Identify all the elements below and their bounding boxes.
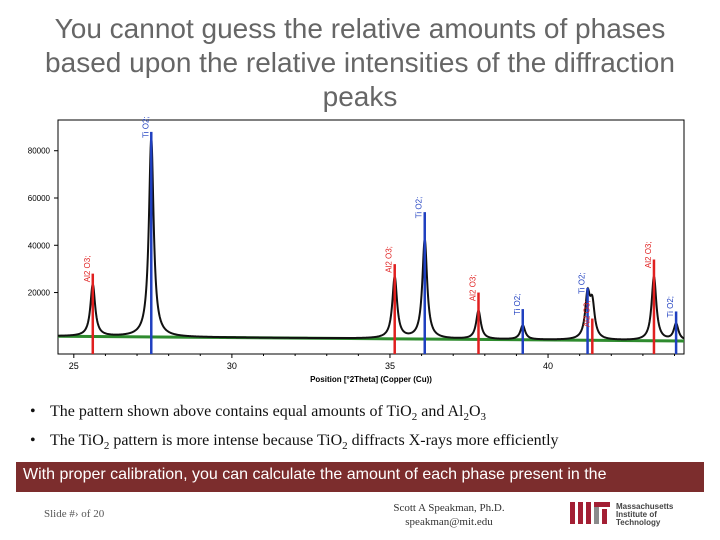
marker-label-tio2-5: Ti O2;: [513, 294, 522, 315]
title-line-1: You cannot guess the relative amounts of…: [54, 13, 666, 44]
marker-label-tio2-1: Ti O2;: [141, 116, 150, 137]
bullet-1-text-c: and Al: [417, 403, 464, 420]
calibration-banner: With proper calibration, you can calcula…: [16, 462, 704, 492]
banner-text: With proper calibration, you can calcula…: [23, 466, 607, 483]
bullet-2-text-d: O: [330, 432, 343, 450]
marker-label-al2o3-0: Al2 O3;: [83, 256, 92, 283]
plot-frame: [57, 119, 685, 355]
author-name: Scott A Speakman, Ph.D.: [393, 502, 505, 514]
bullet-item-2: • The TiO2 pattern is more intense becau…: [30, 429, 710, 458]
marker-label-tio2-3: Ti O2;: [415, 197, 424, 218]
y-tick-label: 80000: [28, 147, 51, 156]
marker-label-tio2-9: Ti O2;: [666, 296, 675, 317]
bullet-2-text-a: The Ti: [50, 432, 93, 450]
marker-label-al2o3-4: Al2 O3;: [468, 274, 477, 301]
bullet-1-text-d: O: [468, 403, 481, 420]
y-tick-label: 20000: [28, 289, 51, 298]
diffraction-pattern-chart: 20000 40000 60000 80000 25 30 35 40 Position [°2…: [28, 116, 685, 384]
y-tick-label: 60000: [28, 194, 51, 203]
x-tick-label: 40: [543, 361, 553, 371]
author-email: speakman@mit.edu: [405, 516, 493, 528]
title-line-2: based upon the relative intensities of t…: [45, 47, 675, 78]
marker-label-al2o3-2: Al2 O3;: [385, 246, 394, 273]
bullet-2-sub-c: 2: [342, 440, 348, 453]
bullet-2-sub-a: 2: [103, 440, 110, 453]
slide-title: You cannot guess the relative amounts of…: [20, 12, 700, 114]
mit-logo-line-3: Technology: [616, 518, 661, 527]
mit-logo: Massachusetts Institute of Technology: [570, 502, 674, 527]
mit-logo-line-1: Massachusetts: [616, 502, 674, 511]
marker-label-al2o3-7: Al2 O3;: [582, 300, 591, 327]
bullet-2-text-c: pattern is more intense because Ti: [109, 432, 331, 450]
mit-logo-line-2: Institute of: [616, 510, 657, 519]
mit-logo-mark: [570, 502, 610, 524]
bullet-symbol: •: [30, 432, 36, 450]
author-info: Scott A Speakman, Ph.D. speakman@mit.edu: [349, 501, 549, 529]
x-axis-label: Position [°2Theta] (Copper (Cu)): [310, 375, 432, 384]
title-line-3: peaks: [322, 81, 398, 112]
bullet-1-sub-a: 2: [411, 411, 418, 424]
y-tick-label: 40000: [28, 241, 51, 250]
bullet-1-sub-c: 3: [480, 411, 487, 424]
bullet-1-sub-b: 2: [463, 411, 469, 424]
background-line: [57, 334, 685, 343]
marker-label-al2o3-8: Al2 O3;: [644, 241, 653, 268]
bullet-item-1: • The pattern shown above contains equal…: [30, 400, 710, 429]
marker-label-tio2-6: Ti O2;: [578, 272, 587, 293]
bullet-1-text-a: The pattern shown above contains equal a…: [50, 403, 401, 420]
bullet-2-text-e: diffracts X-rays more efficiently: [347, 432, 559, 450]
x-tick-label: 30: [227, 361, 237, 371]
bullet-1-text-b: O: [400, 403, 412, 420]
x-tick-label: 35: [385, 361, 395, 371]
bullet-list: • The pattern shown above contains equal…: [30, 400, 710, 458]
slide-number: Slide #› of 20: [44, 508, 105, 520]
bullet-2-text-b: O: [92, 432, 104, 450]
bullet-symbol: •: [30, 403, 36, 420]
x-tick-label: 25: [69, 361, 79, 371]
pattern-line-pattern: [57, 138, 685, 341]
